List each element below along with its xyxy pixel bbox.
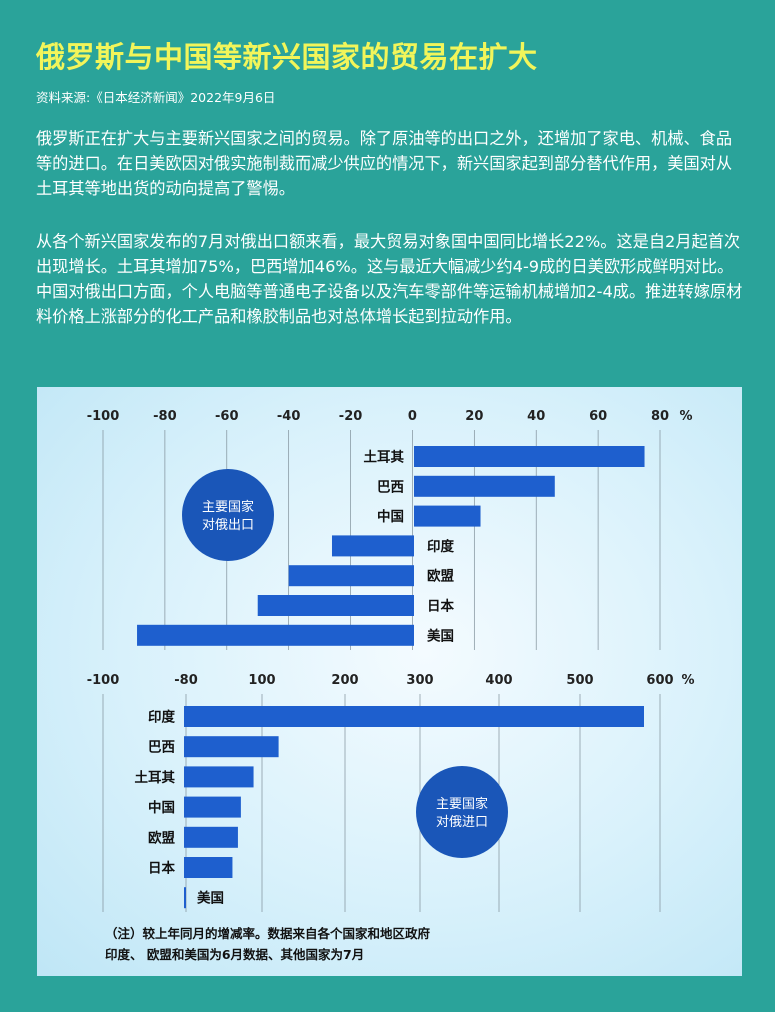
detail-paragraph: 从各个新兴国家发布的7月对俄出口额来看，最大贸易对象国中国同比增长22%。这是自… — [36, 232, 743, 326]
category-label: 欧盟 — [427, 568, 454, 585]
category-label: 欧盟 — [148, 829, 175, 846]
badge-text: 主要国家 — [436, 796, 488, 812]
bar — [414, 446, 645, 467]
intro-paragraph: 俄罗斯正在扩大与主要新兴国家之间的贸易。除了原油等的出口之外，还增加了家电、机械… — [36, 129, 733, 198]
chart-badge — [416, 766, 508, 858]
source-line: 资料来源:《日本经济新闻》2022年9月6日 — [36, 90, 276, 105]
bar — [257, 595, 414, 616]
bar — [414, 475, 555, 497]
category-label: 美国 — [197, 890, 224, 907]
x-tick-label: 400 — [485, 673, 512, 688]
category-label: 印度 — [427, 538, 454, 555]
x-tick-label: -20 — [339, 409, 363, 424]
chart-badge — [182, 469, 274, 561]
bar — [184, 766, 254, 788]
note-line-1: （注）较上年同月的增减率。数据来自各个国家和地区政府 — [105, 926, 431, 941]
category-label: 日本 — [427, 598, 454, 615]
category-label: 中国 — [148, 799, 175, 816]
x-tick-label: 600 — [646, 673, 673, 688]
category-label: 美国 — [427, 627, 454, 644]
chart-notes: （注）较上年同月的增减率。数据来自各个国家和地区政府 印度、 欧盟和美国为6月数… — [105, 923, 430, 965]
bar — [184, 826, 238, 848]
bar — [184, 736, 279, 758]
x-tick-label: 500 — [566, 673, 593, 688]
bar — [414, 505, 481, 527]
x-tick-label: 300 — [406, 673, 433, 688]
bar — [184, 706, 644, 727]
badge-text: 对俄进口 — [436, 815, 488, 830]
x-tick-label: -100 — [87, 673, 120, 688]
x-tick-label: -40 — [277, 409, 301, 424]
x-tick-label: -80 — [174, 673, 198, 688]
category-label: 印度 — [148, 709, 175, 726]
x-tick-label: 60 — [589, 409, 607, 424]
badge-text: 对俄出口 — [202, 518, 254, 533]
category-label: 日本 — [148, 860, 175, 877]
category-label: 巴西 — [148, 740, 175, 756]
category-label: 土耳其 — [135, 769, 176, 786]
bar — [331, 535, 414, 557]
x-unit-label: % — [679, 409, 692, 424]
bar — [184, 857, 233, 878]
bar — [288, 565, 414, 587]
page-title: 俄罗斯与中国等新兴国家的贸易在扩大 — [36, 40, 538, 74]
bar — [184, 796, 241, 818]
bar — [184, 887, 186, 909]
x-tick-label: -80 — [153, 409, 177, 424]
x-unit-label: % — [681, 673, 694, 688]
x-tick-label: 200 — [331, 673, 358, 688]
x-tick-label: 100 — [248, 673, 275, 688]
chart-panel — [37, 387, 742, 976]
category-label: 巴西 — [377, 479, 404, 495]
x-tick-label: -60 — [215, 409, 239, 424]
badge-text: 主要国家 — [202, 499, 254, 515]
category-label: 中国 — [377, 508, 404, 525]
x-tick-label: 80 — [651, 409, 669, 424]
x-tick-label: 0 — [408, 409, 417, 424]
x-tick-label: 40 — [527, 409, 545, 424]
category-label: 土耳其 — [364, 449, 405, 466]
x-tick-label: 20 — [465, 409, 483, 424]
bar — [137, 624, 415, 646]
note-line-2: 印度、 欧盟和美国为6月数据、其他国家为7月 — [105, 947, 365, 962]
x-tick-label: -100 — [87, 409, 120, 424]
